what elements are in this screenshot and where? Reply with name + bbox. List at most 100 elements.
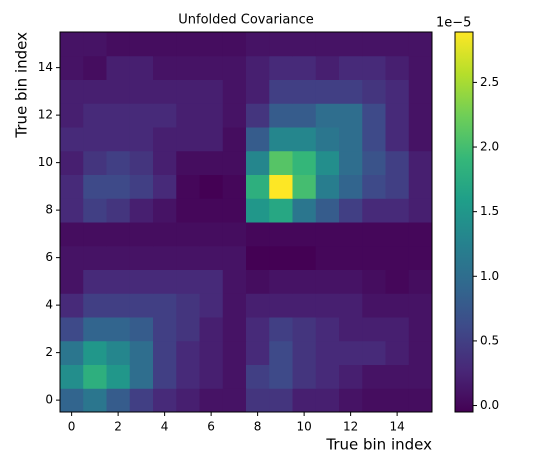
heatmap-cell bbox=[83, 174, 107, 199]
heatmap-cell bbox=[83, 79, 107, 104]
heatmap-cell bbox=[246, 340, 270, 365]
heatmap-cell bbox=[129, 245, 154, 270]
heatmap-cell bbox=[408, 198, 433, 223]
x-axis-label: True bin index bbox=[325, 436, 432, 454]
heatmap-cell bbox=[362, 127, 386, 152]
heatmap-cell bbox=[83, 198, 107, 223]
heatmap-cell bbox=[292, 150, 317, 175]
heatmap-cell bbox=[176, 174, 200, 199]
heatmap-cell bbox=[269, 32, 293, 57]
heatmap-cell bbox=[362, 222, 386, 247]
heatmap-cell bbox=[129, 293, 154, 318]
heatmap-cell bbox=[292, 340, 317, 365]
y-tick-label: 12 bbox=[38, 108, 53, 122]
heatmap-cell bbox=[60, 317, 84, 342]
heatmap-cell bbox=[129, 103, 154, 128]
colorbar-tick-label: 0.5 bbox=[480, 333, 499, 347]
heatmap-cell bbox=[339, 340, 363, 365]
heatmap-cell bbox=[269, 127, 293, 152]
heatmap-cell bbox=[292, 198, 317, 223]
heatmap-cell bbox=[129, 388, 154, 413]
heatmap-cell bbox=[385, 55, 410, 80]
heatmap-cell bbox=[60, 293, 84, 318]
heatmap-cell bbox=[153, 269, 177, 294]
y-tick-label: 6 bbox=[45, 250, 53, 264]
heatmap-cell bbox=[246, 127, 270, 152]
heatmap-cell bbox=[269, 79, 293, 104]
heatmap-cell bbox=[222, 198, 247, 223]
heatmap-cell bbox=[269, 245, 293, 270]
heatmap-cell bbox=[269, 103, 293, 128]
heatmap-cell bbox=[385, 222, 410, 247]
heatmap-cell bbox=[315, 293, 340, 318]
heatmap-cell bbox=[153, 174, 177, 199]
heatmap-cell bbox=[408, 317, 433, 342]
heatmap-cell bbox=[153, 127, 177, 152]
heatmap-cell bbox=[106, 293, 131, 318]
heatmap-cell bbox=[129, 174, 154, 199]
heatmap-cell bbox=[153, 364, 177, 389]
heatmap-cell bbox=[246, 103, 270, 128]
heatmap-cell bbox=[292, 269, 317, 294]
heatmap-cell bbox=[269, 364, 293, 389]
heatmap-cell bbox=[339, 269, 363, 294]
heatmap-cell bbox=[129, 127, 154, 152]
heatmap-cell bbox=[408, 174, 433, 199]
heatmap-cell bbox=[176, 364, 200, 389]
heatmap-cell bbox=[199, 32, 224, 57]
heatmap-cell bbox=[339, 293, 363, 318]
heatmap-cell bbox=[339, 317, 363, 342]
heatmap-cell bbox=[315, 388, 340, 413]
heatmap-cell bbox=[246, 293, 270, 318]
heatmap-cell bbox=[385, 150, 410, 175]
heatmap-cell bbox=[385, 245, 410, 270]
heatmap-cell bbox=[408, 32, 433, 57]
heatmap-cell bbox=[60, 127, 84, 152]
heatmap-cell bbox=[199, 388, 224, 413]
heatmap-cell bbox=[153, 103, 177, 128]
heatmap-cell bbox=[269, 198, 293, 223]
heatmap-cell bbox=[315, 198, 340, 223]
heatmap-cell bbox=[315, 269, 340, 294]
heatmap-cell bbox=[315, 317, 340, 342]
y-tick-label: 14 bbox=[38, 60, 53, 74]
heatmap-cell bbox=[106, 317, 131, 342]
heatmap-cell bbox=[269, 388, 293, 413]
heatmap-cell bbox=[292, 127, 317, 152]
heatmap-cell bbox=[269, 269, 293, 294]
heatmap-cell bbox=[362, 364, 386, 389]
heatmap-cell bbox=[176, 127, 200, 152]
heatmap-cell bbox=[60, 222, 84, 247]
heatmap-cell bbox=[129, 340, 154, 365]
heatmap-cell bbox=[385, 32, 410, 57]
x-tick-label: 6 bbox=[207, 420, 215, 434]
heatmap-cell bbox=[153, 55, 177, 80]
heatmap-cell bbox=[176, 55, 200, 80]
heatmap-cell bbox=[129, 55, 154, 80]
heatmap-cell bbox=[60, 55, 84, 80]
heatmap-cell bbox=[222, 269, 247, 294]
heatmap-cell bbox=[292, 293, 317, 318]
heatmap-cell bbox=[83, 127, 107, 152]
heatmap-cell bbox=[176, 245, 200, 270]
heatmap-cell bbox=[408, 150, 433, 175]
heatmap-cell bbox=[60, 364, 84, 389]
heatmap-cell bbox=[385, 317, 410, 342]
heatmap-cell bbox=[176, 388, 200, 413]
heatmap-cell bbox=[315, 245, 340, 270]
colorbar bbox=[454, 31, 474, 413]
heatmap-cell bbox=[60, 32, 84, 57]
heatmap-cell bbox=[246, 317, 270, 342]
heatmap-cell bbox=[408, 127, 433, 152]
heatmap-cell bbox=[199, 293, 224, 318]
heatmap-cell bbox=[315, 32, 340, 57]
heatmap-cell bbox=[222, 79, 247, 104]
heatmap-cell bbox=[153, 32, 177, 57]
heatmap-cell bbox=[176, 317, 200, 342]
heatmap-cell bbox=[315, 127, 340, 152]
heatmap-cell bbox=[385, 79, 410, 104]
heatmap-cell bbox=[408, 245, 433, 270]
heatmap-cell bbox=[60, 174, 84, 199]
heatmap-cell bbox=[315, 79, 340, 104]
heatmap-cell bbox=[385, 198, 410, 223]
